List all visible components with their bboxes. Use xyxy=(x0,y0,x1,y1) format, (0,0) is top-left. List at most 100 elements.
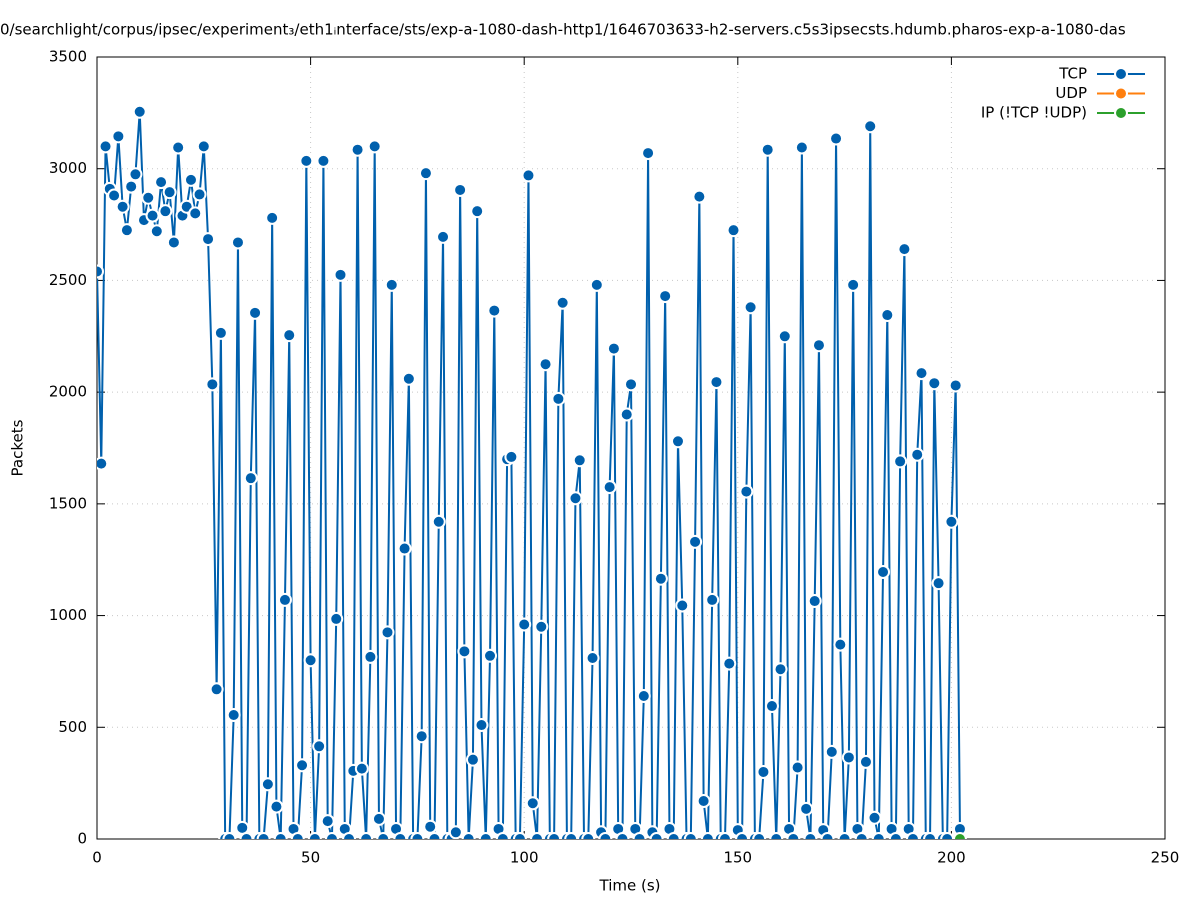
data-point xyxy=(299,153,314,168)
data-point xyxy=(487,303,502,318)
data-point xyxy=(952,832,967,839)
data-point xyxy=(709,375,724,390)
data-point xyxy=(700,832,715,839)
data-point xyxy=(931,576,946,591)
data-point xyxy=(158,204,173,219)
data-point xyxy=(811,338,826,353)
data-point xyxy=(525,796,540,811)
data-point xyxy=(376,832,391,839)
data-point xyxy=(521,168,536,183)
data-point xyxy=(128,167,143,182)
data-point xyxy=(688,534,703,549)
data-point xyxy=(517,617,532,632)
data-point xyxy=(871,832,886,839)
data-point xyxy=(696,794,711,809)
data-point xyxy=(743,300,758,315)
data-point xyxy=(675,598,690,613)
data-point xyxy=(307,832,322,839)
data-point xyxy=(572,453,587,468)
data-point xyxy=(739,484,754,499)
data-point xyxy=(196,139,211,154)
legend-label: TCP xyxy=(1058,65,1087,83)
series-line xyxy=(97,111,961,839)
data-point xyxy=(752,832,767,839)
data-point xyxy=(226,707,241,722)
data-point xyxy=(833,637,848,652)
data-point xyxy=(213,325,228,340)
data-point xyxy=(329,611,344,626)
data-point xyxy=(683,832,698,839)
data-point xyxy=(653,571,668,586)
data-point xyxy=(107,188,122,203)
legend-marker xyxy=(1114,86,1128,101)
x-tick-label: 250 xyxy=(1151,849,1180,867)
data-point xyxy=(154,175,169,190)
data-point xyxy=(166,235,181,250)
data-point xyxy=(256,832,271,839)
data-point xyxy=(598,832,613,839)
data-point xyxy=(474,718,489,733)
data-point xyxy=(97,456,109,471)
data-point xyxy=(205,377,220,392)
data-point xyxy=(342,832,357,839)
y-tick-label: 2000 xyxy=(49,383,87,401)
data-point xyxy=(914,366,929,381)
data-point xyxy=(457,644,472,659)
data-point xyxy=(863,119,878,134)
data-point xyxy=(799,801,814,816)
y-tick-label: 2500 xyxy=(49,271,87,289)
data-point xyxy=(393,832,408,839)
data-point xyxy=(397,541,412,556)
data-point xyxy=(820,832,835,839)
data-point xyxy=(277,592,292,607)
data-point xyxy=(538,357,553,372)
data-point xyxy=(636,689,651,704)
y-tick-label: 3500 xyxy=(49,48,87,66)
data-point xyxy=(230,235,245,250)
data-point xyxy=(602,480,617,495)
x-axis-label: Time (s) xyxy=(599,877,661,895)
data-point xyxy=(512,832,527,839)
data-point xyxy=(333,267,348,282)
data-point xyxy=(824,744,839,759)
data-point xyxy=(201,232,216,247)
data-point xyxy=(183,172,198,187)
data-point xyxy=(867,810,882,825)
data-point xyxy=(495,832,510,839)
data-point xyxy=(876,565,891,580)
data-point xyxy=(414,729,429,744)
data-point xyxy=(760,142,775,157)
data-point xyxy=(312,739,327,754)
data-point xyxy=(423,819,438,834)
data-point xyxy=(564,832,579,839)
data-point xyxy=(354,761,369,776)
data-point xyxy=(581,832,596,839)
data-point xyxy=(115,199,130,214)
data-point xyxy=(209,682,224,697)
data-point xyxy=(192,187,207,202)
x-tick-label: 0 xyxy=(92,849,102,867)
data-point xyxy=(359,832,374,839)
data-point xyxy=(705,592,720,607)
data-point xyxy=(944,514,959,529)
data-point xyxy=(735,832,750,839)
data-point xyxy=(461,832,476,839)
data-point xyxy=(619,407,634,422)
data-point xyxy=(380,625,395,640)
data-point xyxy=(483,648,498,663)
legend-marker xyxy=(1114,106,1128,120)
data-point xyxy=(777,329,792,344)
data-point xyxy=(316,153,331,168)
data-point xyxy=(905,832,920,839)
data-point xyxy=(295,758,310,773)
plot-area xyxy=(97,104,967,839)
data-point xyxy=(410,832,425,839)
data-point xyxy=(658,289,673,304)
data-point xyxy=(726,223,741,238)
data-point xyxy=(324,832,339,839)
y-axis-label: Packets xyxy=(9,419,27,476)
data-point xyxy=(243,471,258,486)
data-point xyxy=(534,619,549,634)
data-point xyxy=(790,760,805,775)
x-tick-label: 50 xyxy=(301,849,320,867)
